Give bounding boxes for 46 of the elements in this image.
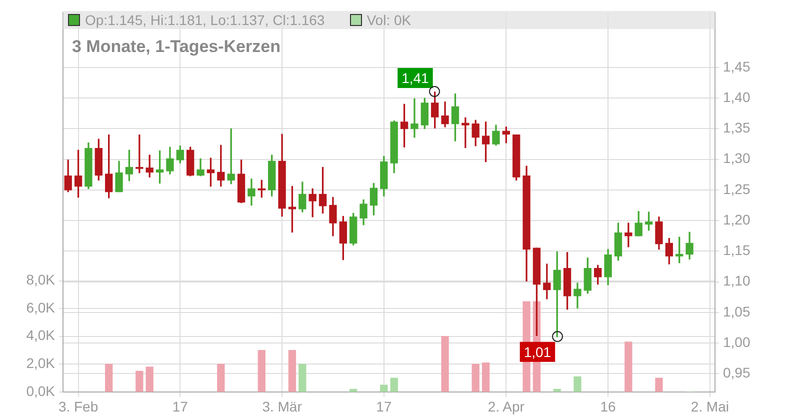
bar: [105, 364, 113, 392]
bar: [574, 376, 582, 392]
legend-label: Vol: 0K: [366, 12, 412, 28]
x-tick-label: 3. Mär: [262, 398, 302, 414]
annotation: 1,01: [524, 344, 552, 360]
y-tick-label: 1,45: [723, 58, 750, 74]
bar: [146, 366, 154, 392]
y-tick-label: 1,35: [723, 120, 750, 136]
x-tick-label: 2. Mai: [690, 398, 729, 414]
x-tick-label: 2. Apr: [488, 398, 525, 414]
y2-tick-label: 2,0K: [26, 355, 56, 372]
bar: [553, 388, 561, 392]
y-tick-label: 1,30: [723, 150, 750, 166]
bar: [136, 370, 144, 392]
y-tick-label: 0,95: [723, 364, 750, 380]
y-tick-label: 1,40: [723, 88, 750, 105]
y-tick-label: 1,00: [723, 334, 750, 350]
text: 3 Monate, 1-Tages-Kerzen: [72, 37, 280, 57]
y-tick-label: 1,15: [723, 242, 750, 258]
bar: [441, 336, 449, 392]
bar: [655, 378, 663, 392]
bar: [624, 342, 632, 392]
bar: [288, 350, 296, 392]
bar: [472, 364, 480, 392]
y2-tick-label: 6,0K: [26, 299, 56, 316]
x-tick-label: 17: [172, 398, 188, 414]
bar: [258, 350, 266, 392]
x-tick-label: 3. Feb: [58, 398, 98, 414]
bar: [217, 364, 225, 392]
x-tick-label: 16: [600, 398, 616, 414]
legend-label: Op:1.145, Hi:1.181, Lo:1.137, Cl:1.163: [85, 12, 325, 28]
annotation: 1,41: [402, 70, 430, 86]
bar: [390, 378, 398, 392]
bar: [298, 364, 306, 392]
y-tick-label: 1,20: [723, 211, 750, 228]
y2-tick-label: 0,0K: [26, 382, 56, 399]
candlestick: [410, 98, 418, 138]
y2-tick-label: 4,0K: [26, 327, 56, 344]
y-tick-label: 1,05: [723, 303, 750, 320]
bar: [482, 362, 490, 392]
x-tick-label: 17: [376, 398, 392, 414]
y2-tick-label: 8,0K: [26, 272, 56, 288]
y-tick-label: 1,25: [723, 180, 750, 197]
bar: [350, 388, 358, 392]
y-tick-label: 1,10: [723, 272, 750, 289]
bar: [380, 384, 388, 392]
